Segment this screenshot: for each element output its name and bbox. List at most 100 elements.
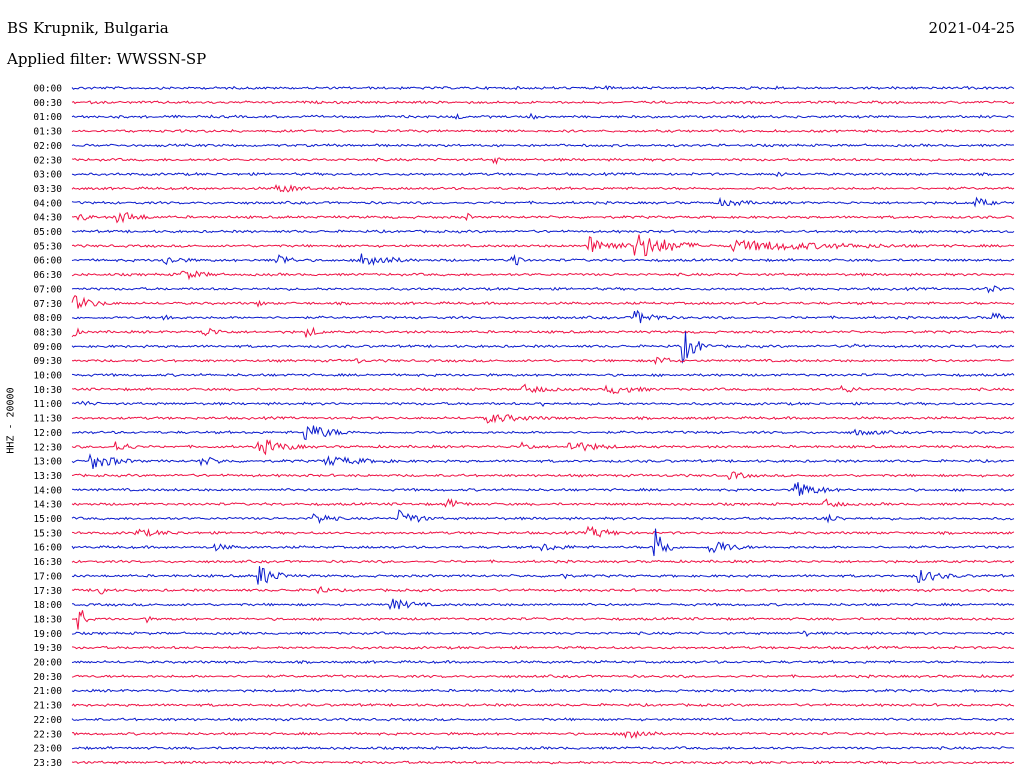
trace-row-2230 xyxy=(71,730,1015,740)
trace-row-1400 xyxy=(71,482,1015,496)
trace-row-1730 xyxy=(71,585,1015,595)
trace-row-1200 xyxy=(71,425,1015,441)
row-time-label: 16:00 xyxy=(33,543,62,554)
trace-row-0900 xyxy=(71,331,1015,364)
row-time-label: 07:30 xyxy=(33,299,62,310)
row-time-label: 19:30 xyxy=(33,643,62,654)
trace-row-0530 xyxy=(71,234,1015,257)
trace-row-0230 xyxy=(71,157,1015,165)
trace-row-1130 xyxy=(71,413,1015,424)
row-time-label: 03:30 xyxy=(33,184,62,195)
filter-label: Applied filter: WWSSN-SP xyxy=(7,50,207,68)
trace-row-0300 xyxy=(71,171,1015,178)
trace-row-1000 xyxy=(71,372,1015,378)
trace-row-0330 xyxy=(71,183,1015,193)
row-time-label: 15:00 xyxy=(33,514,62,525)
row-time-label: 21:30 xyxy=(33,701,62,712)
record-date: 2021-04-25 xyxy=(928,19,1015,37)
trace-row-1300 xyxy=(71,453,1015,469)
trace-row-0930 xyxy=(71,356,1015,366)
row-time-label: 07:00 xyxy=(33,284,62,295)
row-time-label: 17:00 xyxy=(33,571,62,582)
trace-row-0730 xyxy=(71,295,1015,309)
trace-row-2200 xyxy=(71,717,1015,722)
row-time-label: 09:30 xyxy=(33,356,62,367)
row-time-label: 09:00 xyxy=(33,342,62,353)
row-time-label: 20:30 xyxy=(33,672,62,683)
row-time-label: 11:00 xyxy=(33,399,62,410)
trace-row-2030 xyxy=(71,674,1015,679)
trace-row-2130 xyxy=(71,702,1015,708)
trace-row-1700 xyxy=(71,566,1015,585)
trace-row-1230 xyxy=(71,439,1015,456)
row-time-label: 00:30 xyxy=(33,98,62,109)
row-time-label: 12:00 xyxy=(33,428,62,439)
trace-row-1100 xyxy=(71,400,1015,408)
trace-row-1500 xyxy=(71,509,1015,525)
row-time-label: 18:00 xyxy=(33,600,62,611)
trace-row-2300 xyxy=(71,745,1015,751)
row-time-label: 22:30 xyxy=(33,729,62,740)
row-time-label: 05:30 xyxy=(33,241,62,252)
trace-row-0700 xyxy=(71,285,1015,294)
trace-row-2000 xyxy=(71,659,1014,665)
row-time-label: 17:30 xyxy=(33,586,62,597)
row-time-label: 05:00 xyxy=(33,227,62,238)
row-time-label: 13:30 xyxy=(33,471,62,482)
row-time-label: 10:30 xyxy=(33,385,62,396)
trace-row-1530 xyxy=(71,525,1015,538)
row-time-label: 23:00 xyxy=(33,744,62,755)
trace-row-0100 xyxy=(71,112,1015,120)
trace-row-2330 xyxy=(71,760,1015,765)
trace-row-1830 xyxy=(71,610,1015,630)
row-time-label: 23:30 xyxy=(33,758,62,769)
row-time-label: 16:30 xyxy=(33,557,62,568)
row-time-label: 02:30 xyxy=(33,155,62,166)
trace-row-0200 xyxy=(71,143,1015,148)
row-time-label: 14:30 xyxy=(33,500,62,511)
trace-row-0630 xyxy=(71,270,1015,281)
station-title: BS Krupnik, Bulgaria xyxy=(7,19,169,37)
trace-row-1900 xyxy=(71,630,1015,638)
row-time-label: 21:00 xyxy=(33,686,62,697)
trace-row-1800 xyxy=(72,598,1015,611)
row-time-label: 22:00 xyxy=(33,715,62,726)
row-time-label: 02:00 xyxy=(33,141,62,152)
trace-row-0500 xyxy=(71,229,1015,234)
trace-row-0030 xyxy=(71,100,1015,105)
row-time-label: 03:00 xyxy=(33,170,62,181)
row-time-label: 06:30 xyxy=(33,270,62,281)
trace-row-1030 xyxy=(71,383,1015,395)
trace-row-0130 xyxy=(71,128,1015,134)
trace-row-0830 xyxy=(71,326,1015,338)
row-time-label: 06:00 xyxy=(33,256,62,267)
trace-row-0430 xyxy=(71,212,1015,224)
row-time-label: 14:00 xyxy=(33,485,62,496)
row-time-label: 13:00 xyxy=(33,457,62,468)
trace-row-1600 xyxy=(71,528,1014,557)
row-time-label: 01:30 xyxy=(33,127,62,138)
row-time-label: 18:30 xyxy=(33,614,62,625)
row-time-label: 04:00 xyxy=(33,198,62,209)
trace-row-1430 xyxy=(71,498,1015,508)
row-time-label: 20:00 xyxy=(33,658,62,669)
trace-row-1330 xyxy=(71,471,1015,481)
row-time-label: 12:30 xyxy=(33,442,62,453)
row-time-label: 15:30 xyxy=(33,528,62,539)
trace-row-0000 xyxy=(71,85,1015,91)
row-time-label: 00:00 xyxy=(33,84,62,95)
trace-row-0800 xyxy=(72,309,1015,324)
row-time-label: 10:00 xyxy=(33,371,62,382)
trace-row-1930 xyxy=(71,645,1015,650)
row-time-label: 08:00 xyxy=(33,313,62,324)
row-time-label: 08:30 xyxy=(33,327,62,338)
row-time-label: 11:30 xyxy=(33,414,62,425)
trace-row-2100 xyxy=(71,688,1015,693)
row-time-label: 04:30 xyxy=(33,213,62,224)
trace-row-0600 xyxy=(71,253,1015,266)
row-time-label: 19:00 xyxy=(33,629,62,640)
trace-row-1630 xyxy=(71,559,1015,564)
trace-row-0400 xyxy=(71,196,1015,208)
row-time-label: 01:00 xyxy=(33,112,62,123)
